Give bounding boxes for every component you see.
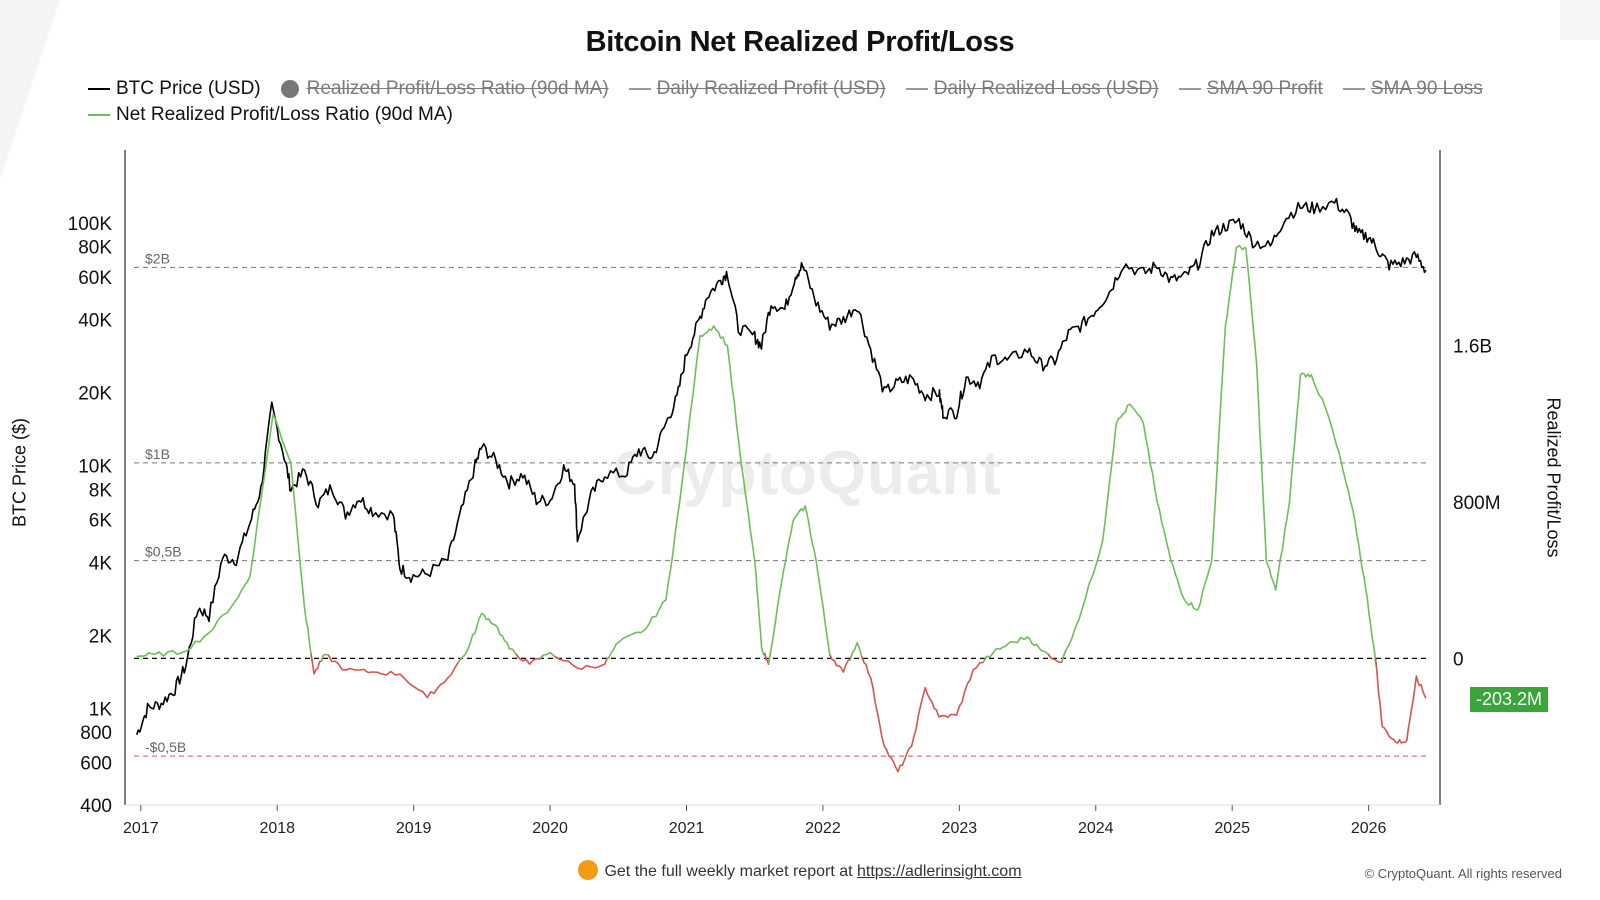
legend-row: BTC Price (USD) Realized Profit/Loss Rati… — [88, 76, 1528, 102]
footer-text: Get the full weekly market report at — [604, 863, 857, 880]
legend-line-icon — [628, 88, 651, 90]
background-corner-shape — [0, 0, 60, 180]
net-realized-profit-line — [982, 636, 1053, 663]
chart-legend: BTC Price (USD) Realized Profit/Loss Rati… — [88, 76, 1528, 128]
net-realized-profit-line — [849, 641, 865, 663]
legend-item[interactable]: Daily Realized Loss (USD) — [905, 78, 1159, 100]
net-realized-loss-line — [860, 656, 988, 773]
net-realized-loss-line — [828, 652, 854, 673]
left-axis-label: BTC Price ($) — [9, 418, 30, 528]
x-tick-label: 2024 — [1078, 820, 1114, 837]
x-tick-label: 2025 — [1214, 820, 1250, 837]
legend-item[interactable]: Net Realized Profit/Loss Ratio (90d MA) — [88, 104, 453, 126]
x-tick-label: 2021 — [669, 820, 705, 837]
net-realized-profit-line — [457, 612, 521, 664]
left-tick-label: 2K — [89, 626, 113, 647]
legend-row: Net Realized Profit/Loss Ratio (90d MA) — [88, 102, 1528, 128]
x-tick-label: 2026 — [1351, 820, 1387, 837]
copyright: © CryptoQuant. All rights reserved — [1364, 866, 1562, 881]
legend-label: Net Realized Profit/Loss Ratio (90d MA) — [116, 104, 453, 125]
reference-line-label: $1B — [145, 446, 170, 462]
left-tick-label: 80K — [78, 238, 112, 259]
left-tick-label: 100K — [68, 214, 113, 235]
net-realized-profit-line — [606, 325, 767, 660]
background-corner-shape — [1560, 0, 1600, 40]
legend-item[interactable]: SMA 90 Profit — [1178, 78, 1323, 100]
left-tick-label: 4K — [89, 553, 113, 574]
legend-label: Realized Profit/Loss Ratio (90d MA) — [306, 78, 609, 99]
left-tick-label: 8K — [89, 480, 113, 501]
legend-label: BTC Price (USD) — [116, 78, 261, 99]
footer: Get the full weekly market report at htt… — [0, 860, 1600, 881]
legend-line-icon — [1342, 88, 1365, 90]
btc-price-line — [135, 197, 1427, 735]
legend-line-icon — [905, 88, 928, 90]
legend-label: Daily Realized Loss (USD) — [933, 78, 1159, 99]
x-tick-label: 2019 — [396, 820, 432, 837]
x-tick-label: 2022 — [805, 820, 841, 837]
left-tick-label: 60K — [78, 268, 112, 289]
right-tick-label: 0 — [1453, 649, 1464, 670]
left-tick-label: 800 — [80, 723, 112, 744]
right-tick-label: 800M — [1453, 493, 1501, 514]
legend-label: SMA 90 Loss — [1370, 78, 1483, 99]
net-realized-loss-line — [515, 653, 544, 665]
watermark: CryptoQuant — [612, 439, 1002, 508]
net-realized-profit-line — [1060, 244, 1378, 669]
legend-item[interactable]: BTC Price (USD) — [88, 78, 261, 100]
right-axis-label: Realized Profit/Loss — [1543, 397, 1564, 558]
x-tick-label: 2020 — [532, 820, 568, 837]
left-tick-label: 10K — [78, 457, 112, 478]
left-tick-label: 600 — [80, 753, 112, 774]
left-tick-label: 40K — [78, 311, 112, 332]
x-tick-label: 2023 — [942, 820, 978, 837]
current-value-badge: -203.2M — [1470, 687, 1549, 712]
net-realized-loss-line — [1374, 658, 1427, 744]
x-tick-label: 2017 — [123, 820, 159, 837]
legend-line-icon — [88, 114, 110, 116]
legend-line-icon — [88, 88, 110, 90]
legend-label: Daily Realized Profit (USD) — [656, 78, 886, 99]
x-tick-label: 2018 — [259, 820, 295, 837]
legend-dot-icon — [280, 80, 299, 98]
left-tick-label: 400 — [80, 796, 112, 817]
net-realized-loss-line — [554, 655, 610, 670]
report-icon — [578, 860, 599, 880]
report-link[interactable]: https://adlerinsight.com — [857, 863, 1022, 880]
legend-line-icon — [1178, 88, 1201, 90]
left-tick-label: 6K — [89, 511, 113, 532]
legend-label: SMA 90 Profit — [1206, 78, 1323, 99]
net-realized-profit-line — [767, 505, 833, 665]
legend-item[interactable]: SMA 90 Loss — [1342, 78, 1483, 100]
right-tick-label: 1.6B — [1453, 337, 1492, 358]
left-tick-label: 1K — [89, 699, 113, 720]
net-realized-profit-line — [136, 413, 314, 664]
left-tick-label: 20K — [78, 384, 112, 405]
legend-item[interactable]: Realized Profit/Loss Ratio (90d MA) — [280, 78, 609, 100]
reference-line-label: -$0,5B — [145, 739, 186, 755]
reference-line-label: $0,5B — [145, 544, 182, 560]
chart-title: Bitcoin Net Realized Profit/Loss — [585, 26, 1015, 58]
net-realized-loss-line — [310, 653, 324, 675]
net-realized-loss-line — [327, 654, 463, 699]
legend-item[interactable]: Daily Realized Profit (USD) — [628, 78, 886, 100]
reference-line-label: $2B — [145, 250, 170, 266]
